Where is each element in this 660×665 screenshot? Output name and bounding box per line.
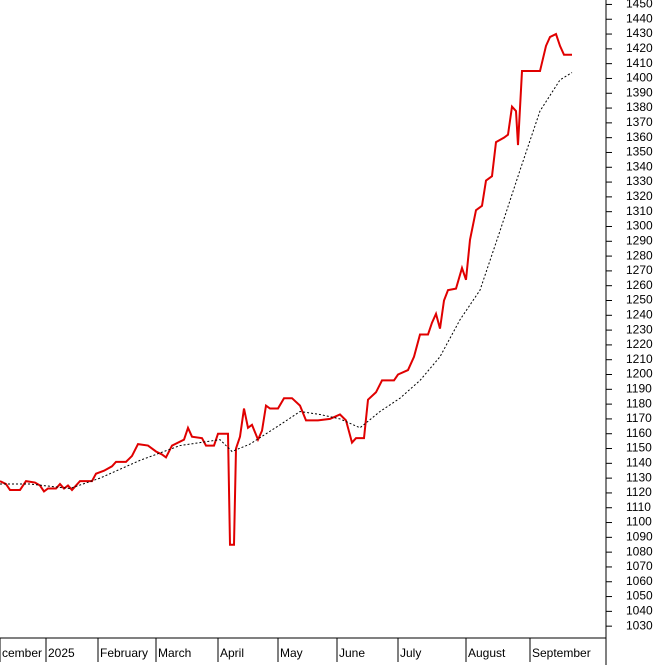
y-tick-label: 1220 bbox=[626, 337, 653, 351]
y-tick-label: 1310 bbox=[626, 204, 653, 218]
x-tick-label: 2025 bbox=[48, 646, 75, 660]
y-tick-label: 1380 bbox=[626, 100, 653, 114]
y-tick-label: 1030 bbox=[626, 618, 653, 632]
y-tick-label: 1210 bbox=[626, 352, 653, 366]
x-tick-label: June bbox=[339, 646, 365, 660]
y-tick-label: 1300 bbox=[626, 219, 653, 233]
x-tick-label: September bbox=[532, 646, 591, 660]
y-tick-label: 1200 bbox=[626, 367, 653, 381]
y-tick-label: 1050 bbox=[626, 589, 653, 603]
x-tick-label: cember bbox=[2, 646, 42, 660]
y-tick-label: 1410 bbox=[626, 56, 653, 70]
y-tick-label: 1190 bbox=[626, 381, 652, 395]
y-tick-label: 1390 bbox=[626, 85, 653, 99]
x-tick-label: August bbox=[468, 646, 506, 660]
x-tick-label: March bbox=[158, 646, 191, 660]
y-tick-label: 1450 bbox=[626, 0, 653, 11]
y-tick-label: 1040 bbox=[626, 604, 653, 618]
y-tick-label: 1100 bbox=[626, 515, 652, 529]
y-tick-label: 1360 bbox=[626, 130, 653, 144]
series-line bbox=[0, 32, 572, 546]
y-tick-label: 1320 bbox=[626, 189, 653, 203]
y-tick-label: 1070 bbox=[626, 559, 653, 573]
y-tick-label: 1340 bbox=[626, 159, 653, 173]
y-tick-label: 1080 bbox=[626, 544, 653, 558]
y-tick-label: 1250 bbox=[626, 293, 653, 307]
y-tick-label: 1110 bbox=[626, 500, 651, 514]
y-tick-label: 1230 bbox=[626, 322, 653, 336]
y-tick-label: 1430 bbox=[626, 26, 653, 40]
x-tick-label: July bbox=[400, 646, 421, 660]
y-tick-label: 1370 bbox=[626, 115, 653, 129]
y-tick-label: 1270 bbox=[626, 263, 653, 277]
series-line bbox=[0, 72, 573, 490]
y-tick-label: 1150 bbox=[626, 441, 652, 455]
x-tick-label: April bbox=[220, 646, 244, 660]
y-tick-label: 1290 bbox=[626, 233, 653, 247]
y-tick-label: 1160 bbox=[626, 426, 652, 440]
y-tick-label: 1240 bbox=[626, 307, 653, 321]
y-tick-label: 1260 bbox=[626, 278, 653, 292]
y-tick-label: 1090 bbox=[626, 530, 653, 544]
y-tick-label: 1180 bbox=[626, 396, 652, 410]
y-tick-label: 1440 bbox=[626, 11, 653, 25]
y-tick-label: 1140 bbox=[626, 455, 652, 469]
y-tick-label: 1420 bbox=[626, 41, 653, 55]
y-tick-label: 1350 bbox=[626, 145, 653, 159]
y-tick-label: 1130 bbox=[626, 470, 652, 484]
y-tick-label: 1330 bbox=[626, 174, 653, 188]
y-tick-label: 1060 bbox=[626, 574, 653, 588]
x-tick-label: February bbox=[100, 646, 148, 660]
y-tick-label: 1400 bbox=[626, 71, 653, 85]
x-tick-label: May bbox=[280, 646, 303, 660]
y-tick-label: 1280 bbox=[626, 248, 653, 262]
y-tick-label: 1120 bbox=[626, 485, 652, 499]
y-tick-label: 1170 bbox=[626, 411, 652, 425]
